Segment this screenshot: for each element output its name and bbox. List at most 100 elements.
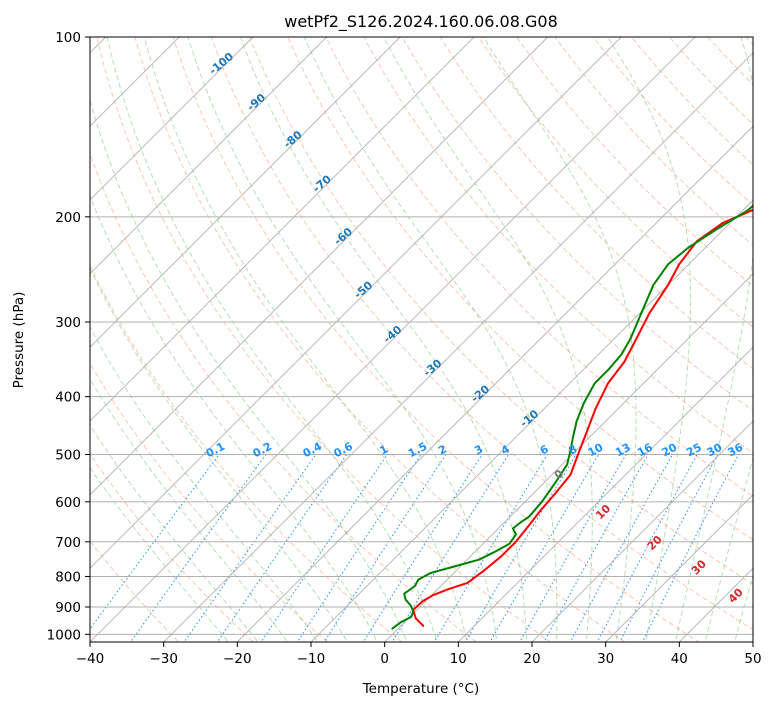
- dry-adiabat-label: -70: [310, 172, 334, 195]
- y-tick-label: 900: [55, 600, 81, 616]
- dry-adiabat-line: [210, 37, 753, 631]
- mixing-ratio-label: 25: [684, 441, 704, 460]
- background-line-labels: 0.1 0.2 0.4 0.6 1 1.5 2 3 4 6 8 10 13 16 20 25 30 36-100-…: [204, 50, 746, 606]
- moist-adiabat-line: [607, 37, 692, 642]
- mixing-ratio-line: [129, 454, 267, 642]
- temperature-profile-line: [412, 208, 753, 628]
- isotherm-line: [90, 37, 696, 642]
- isotherm-line: [310, 199, 753, 642]
- isotherm-line: [163, 52, 753, 642]
- moist-adiabat-line: [90, 424, 259, 642]
- y-tick-label: 700: [55, 535, 81, 551]
- y-tick-label: 800: [55, 569, 81, 585]
- dry-adiabat-line: [325, 37, 753, 497]
- moist-adiabat-line: [187, 37, 498, 642]
- dry-adiabat-line: [592, 37, 753, 206]
- dry-adiabat-line: [554, 37, 753, 247]
- x-tick-label: 30: [597, 651, 614, 667]
- dewpoint-profile-line: [391, 204, 753, 630]
- profiles: [391, 204, 753, 630]
- mixing-ratio-line: [362, 454, 483, 642]
- mixing-ratio-line: [433, 454, 548, 642]
- plot-frame: [89, 36, 754, 643]
- mixing-ratio-line: [569, 454, 673, 642]
- dry-adiabat-line: [90, 264, 403, 642]
- background-lines: [90, 24, 775, 647]
- isotherm-line: [752, 641, 753, 642]
- mixing-ratio-line: [596, 454, 698, 642]
- y-tick-label: 200: [55, 210, 81, 226]
- mixing-ratio-line: [619, 454, 719, 642]
- isotherm-line: [90, 37, 475, 422]
- moist-adiabat-line: [482, 37, 637, 642]
- mixing-ratio-label: 6: [538, 442, 551, 457]
- mixing-ratio-label: 16: [635, 441, 655, 460]
- mixing-ratio-label: 20: [660, 441, 680, 460]
- isotherm-line: [457, 346, 753, 642]
- mixing-ratio-line: [260, 454, 388, 642]
- mixing-ratio-label: 13: [613, 441, 633, 460]
- y-tick-label: 400: [55, 390, 81, 406]
- moist-adiabat-line: [303, 37, 558, 642]
- x-tick-label: 20: [523, 651, 540, 667]
- x-tick-label: 50: [744, 651, 761, 667]
- x-tick-label: −30: [149, 651, 178, 667]
- isotherm-line: [90, 37, 254, 201]
- moist-adiabat-line: [90, 378, 289, 642]
- dry-adiabat-label: -80: [281, 128, 305, 151]
- mixing-ratio-label: 0.1: [204, 440, 227, 461]
- x-tick-label: −20: [223, 651, 252, 667]
- chart-title: wetPf2_S126.2024.160.06.08.G08: [284, 12, 558, 32]
- x-axis-label: Temperature (°C): [362, 681, 480, 697]
- mixing-ratio-line: [391, 454, 510, 642]
- moist-adiabat-line: [90, 194, 378, 642]
- dry-adiabat-line: [771, 24, 775, 647]
- dry-adiabat-line: [248, 37, 753, 585]
- y-tick-label: 500: [55, 448, 81, 464]
- y-tick-label: 100: [55, 30, 81, 46]
- dry-adiabat-line: [134, 37, 626, 642]
- moist-adiabat-label: 40: [726, 585, 746, 605]
- moist-adiabat-line: [90, 266, 348, 642]
- dry-adiabat-line: [516, 37, 753, 287]
- mixing-ratio-label: 4: [499, 442, 512, 457]
- isotherm-line: [90, 37, 401, 348]
- mixing-ratio-label: 10: [586, 441, 606, 460]
- moist-adiabat-line: [239, 37, 528, 642]
- isotherm-line: [236, 125, 753, 642]
- dry-adiabat-label: -60: [331, 225, 355, 248]
- moist-adiabat-line: [106, 37, 438, 642]
- moist-adiabat-line: [90, 326, 319, 642]
- dry-adiabat-label: -50: [352, 278, 376, 301]
- dry-adiabat-line: [707, 37, 753, 86]
- mixing-ratio-line: [323, 454, 447, 642]
- y-axis-label: Pressure (hPa): [11, 292, 27, 389]
- x-tick-label: 10: [450, 651, 467, 667]
- mixing-ratio-line: [183, 454, 317, 642]
- isotherm-line: [90, 37, 328, 275]
- isotherm-line: [90, 37, 622, 569]
- y-tick-label: 1000: [47, 627, 81, 643]
- mixing-ratio-line: [90, 454, 220, 630]
- x-tick-label: 0: [380, 651, 389, 667]
- y-tick-label: 300: [55, 315, 81, 331]
- moist-adiabat-label: 10: [593, 502, 613, 522]
- isotherm-line: [90, 37, 549, 496]
- y-tick-label: 600: [55, 495, 81, 511]
- mixing-ratio-label: 0.2: [251, 440, 274, 461]
- moist-adiabat-label: 30: [689, 557, 709, 577]
- dry-adiabat-label: -10: [518, 407, 542, 430]
- dry-adiabat-line: [401, 37, 753, 412]
- dry-adiabat-line: [668, 37, 753, 126]
- mixing-ratio-line: [464, 454, 577, 642]
- dry-adiabat-line: [90, 540, 180, 642]
- axis-ticks: −40 −30 −20 −10 0 10 20 30 40 50 1000 900 800 700 600 5…: [47, 30, 762, 667]
- x-tick-label: −10: [297, 651, 326, 667]
- dry-adiabat-line: [745, 37, 753, 46]
- dry-adiabat-line: [363, 37, 753, 454]
- moist-adiabat-line: [90, 467, 229, 642]
- x-tick-label: −40: [76, 651, 105, 667]
- mixing-ratio-line: [296, 454, 422, 642]
- dry-adiabat-label: -90: [245, 91, 269, 114]
- moist-adiabat-line: [674, 37, 753, 642]
